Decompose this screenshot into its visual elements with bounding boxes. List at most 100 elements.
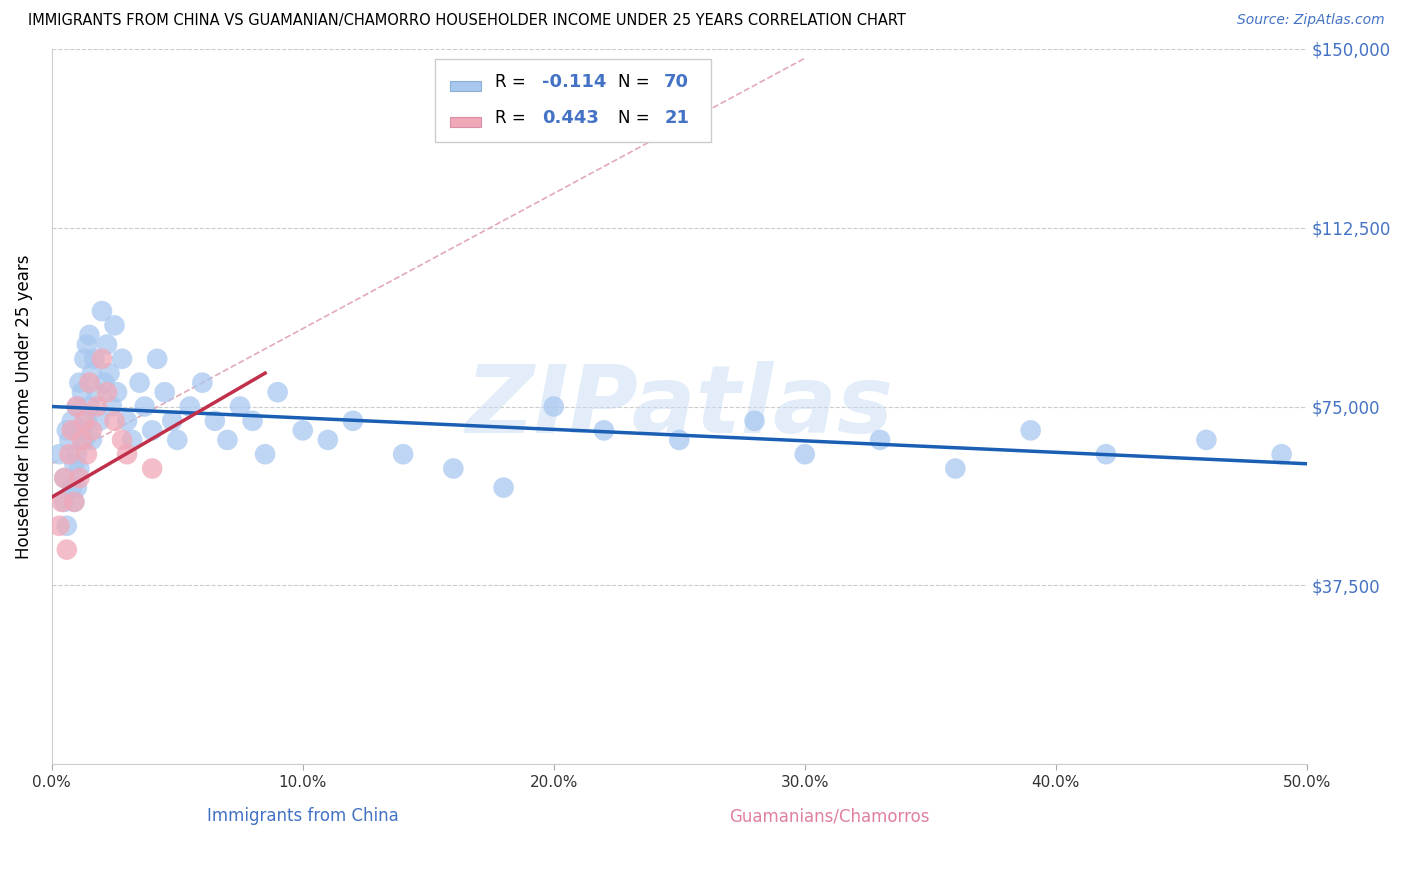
Text: -0.114: -0.114 [543, 73, 607, 91]
Point [111, 433, 134, 447]
FancyBboxPatch shape [434, 60, 710, 142]
Text: N =: N = [617, 73, 655, 91]
Point [266, 385, 288, 400]
Text: 21: 21 [664, 110, 689, 128]
Point [141, 461, 163, 475]
Point [134, 400, 156, 414]
Point [60, 414, 83, 428]
Point [63, 495, 86, 509]
Point [76, 447, 98, 461]
Point [166, 433, 188, 447]
Text: 70: 70 [664, 73, 689, 91]
Point [60, 481, 83, 495]
Point [98, 366, 121, 380]
Point [121, 433, 143, 447]
Point [79, 376, 101, 390]
Point [67, 376, 90, 390]
FancyBboxPatch shape [450, 81, 481, 91]
Point [66, 481, 89, 495]
Point [63, 495, 86, 509]
Point [115, 447, 138, 461]
Point [66, 400, 89, 414]
Point [204, 414, 226, 428]
Point [51, 495, 73, 509]
Point [146, 351, 169, 366]
Point [56, 423, 79, 437]
FancyBboxPatch shape [450, 117, 481, 127]
Point [58, 447, 80, 461]
Point [91, 304, 114, 318]
Point [1019, 423, 1042, 437]
Point [291, 423, 314, 437]
Text: Source: ZipAtlas.com: Source: ZipAtlas.com [1237, 13, 1385, 28]
Point [56, 518, 79, 533]
Point [254, 447, 277, 461]
Point [593, 423, 616, 437]
Text: R =: R = [495, 73, 531, 91]
Point [53, 471, 76, 485]
Point [869, 433, 891, 447]
Point [160, 414, 183, 428]
Point [73, 351, 96, 366]
Text: ZIPatlas: ZIPatlas [465, 360, 893, 452]
Point [668, 433, 690, 447]
Point [217, 433, 239, 447]
Point [67, 471, 90, 485]
Point [79, 400, 101, 414]
Point [53, 495, 76, 509]
Point [128, 376, 150, 390]
Point [141, 423, 163, 437]
Point [744, 414, 766, 428]
Point [101, 400, 124, 414]
Point [111, 351, 134, 366]
Point [63, 457, 86, 471]
Point [96, 385, 118, 400]
Point [83, 351, 105, 366]
Point [316, 433, 339, 447]
Point [191, 376, 214, 390]
Text: N =: N = [617, 110, 655, 128]
Point [342, 414, 364, 428]
Point [48, 447, 70, 461]
Point [943, 461, 966, 475]
Point [93, 376, 115, 390]
Point [492, 481, 515, 495]
Text: Guamanians/Chamorros: Guamanians/Chamorros [730, 807, 931, 825]
Point [89, 414, 111, 428]
Point [48, 518, 70, 533]
Text: IMMIGRANTS FROM CHINA VS GUAMANIAN/CHAMORRO HOUSEHOLDER INCOME UNDER 25 YEARS CO: IMMIGRANTS FROM CHINA VS GUAMANIAN/CHAMO… [28, 13, 905, 29]
Point [53, 471, 76, 485]
Point [115, 414, 138, 428]
Point [103, 414, 125, 428]
Point [96, 337, 118, 351]
Point [153, 385, 176, 400]
Point [56, 542, 79, 557]
Point [67, 461, 90, 475]
Point [229, 400, 252, 414]
Point [392, 447, 415, 461]
Point [1095, 447, 1118, 461]
Point [79, 328, 101, 343]
Point [58, 433, 80, 447]
Point [793, 447, 815, 461]
Text: R =: R = [495, 110, 531, 128]
Point [70, 423, 93, 437]
Point [76, 337, 98, 351]
Point [66, 400, 89, 414]
Point [70, 385, 93, 400]
Point [441, 461, 464, 475]
Point [1195, 433, 1218, 447]
Point [103, 318, 125, 333]
Point [543, 400, 565, 414]
Point [1271, 447, 1294, 461]
Point [80, 433, 103, 447]
Point [60, 423, 83, 437]
Text: 0.443: 0.443 [543, 110, 599, 128]
Y-axis label: Householder Income Under 25 years: Householder Income Under 25 years [15, 254, 32, 558]
Point [179, 400, 201, 414]
Point [80, 423, 103, 437]
Point [73, 414, 96, 428]
Point [91, 351, 114, 366]
Point [76, 414, 98, 428]
Point [242, 414, 264, 428]
